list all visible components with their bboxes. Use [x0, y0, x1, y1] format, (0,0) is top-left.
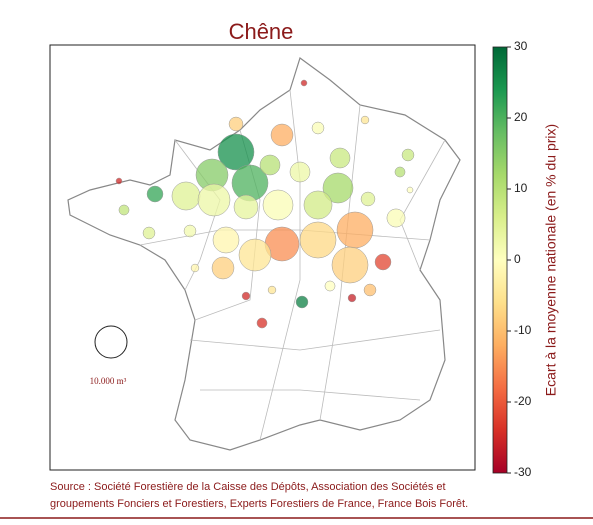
bubble [267, 285, 277, 295]
title: Chêne [229, 19, 294, 44]
bubble [299, 221, 337, 259]
bubble [300, 79, 308, 87]
bubble [360, 191, 376, 207]
bubble [336, 211, 374, 249]
bubble [347, 293, 357, 303]
size-legend-circle [94, 325, 128, 359]
source-line: groupements Fonciers et Forestiers, Expe… [50, 498, 468, 510]
colorbar [492, 46, 508, 474]
bubble [142, 226, 156, 240]
bubble [394, 166, 406, 178]
bubble [311, 121, 325, 135]
bubble [322, 172, 354, 204]
bubble [406, 186, 414, 194]
bubble [289, 161, 311, 183]
bubble [217, 133, 255, 171]
colorbar-tick-label: -10 [514, 323, 532, 337]
bubble [211, 256, 235, 280]
bubble [259, 154, 281, 176]
bubble [238, 238, 272, 272]
bubble [241, 291, 251, 301]
bubble [329, 147, 351, 169]
bubble [270, 123, 294, 147]
colorbar-tick-label: 20 [514, 110, 528, 124]
colorbar-tick-label: 30 [514, 39, 528, 53]
bubble [233, 194, 259, 220]
bubble [183, 224, 197, 238]
bubble [228, 116, 244, 132]
bubble [363, 283, 377, 297]
bubble [360, 115, 370, 125]
colorbar-tick-label: 10 [514, 181, 528, 195]
bubble [256, 317, 268, 329]
bubble [190, 263, 200, 273]
colorbar-tick-label: 0 [514, 252, 521, 266]
bubble [212, 226, 240, 254]
bubble [331, 246, 369, 284]
colorbar-tick-label: -20 [514, 394, 532, 408]
bubble [146, 185, 164, 203]
bubble [324, 280, 336, 292]
bubble [401, 148, 415, 162]
bubble [303, 190, 333, 220]
bubble [262, 189, 294, 221]
bubble [171, 181, 201, 211]
bubble [118, 204, 130, 216]
source-line: Source : Société Forestière de la Caisse… [50, 481, 446, 493]
bubble [197, 183, 231, 217]
bubble [374, 253, 392, 271]
size-legend-label: 10.000 m³ [90, 376, 127, 386]
colorbar-tick-label: -30 [514, 465, 532, 479]
bubble [295, 295, 309, 309]
bubble [115, 177, 123, 185]
colorbar-label: Ecart à la moyenne nationale (en % du pr… [543, 124, 559, 396]
bubble [386, 208, 406, 228]
